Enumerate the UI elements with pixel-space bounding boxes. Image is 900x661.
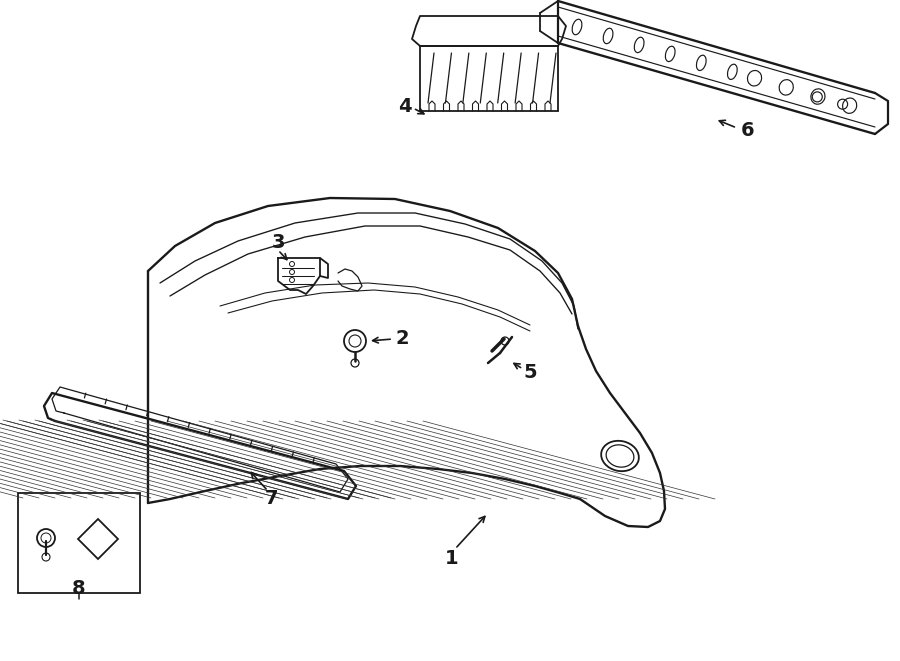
Text: 7: 7: [266, 490, 279, 508]
Text: 1: 1: [446, 549, 459, 568]
Text: 3: 3: [271, 233, 284, 253]
Text: 6: 6: [742, 122, 755, 141]
Text: 8: 8: [72, 580, 86, 598]
Text: 2: 2: [395, 329, 409, 348]
Text: 4: 4: [398, 97, 412, 116]
Text: 5: 5: [523, 364, 536, 383]
